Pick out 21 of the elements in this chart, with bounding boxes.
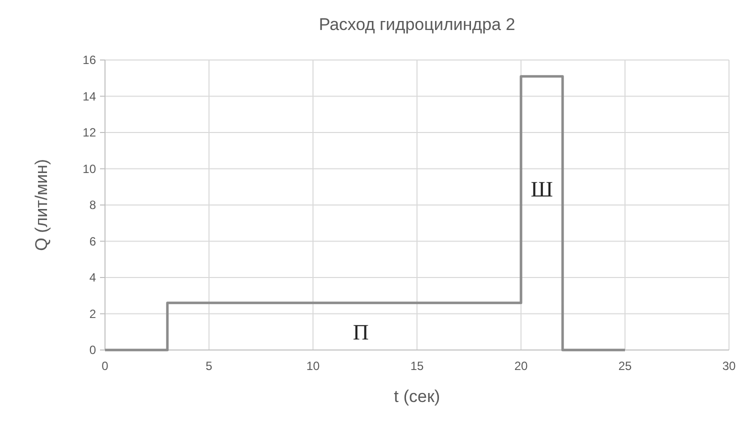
x-tick-label: 25 xyxy=(618,359,632,373)
annotation: П xyxy=(352,320,369,345)
y-tick-label: 0 xyxy=(89,343,96,358)
y-tick-label: 6 xyxy=(89,234,96,248)
x-tick-label: 15 xyxy=(410,359,424,373)
y-tick-label: 10 xyxy=(82,162,96,176)
y-axis-title: Q (лит/мин) xyxy=(32,159,51,251)
y-tick-label: 4 xyxy=(89,270,96,285)
y-tick-label: 12 xyxy=(82,126,96,140)
x-tick-label: 20 xyxy=(514,359,528,373)
y-tick-label: 16 xyxy=(82,53,96,68)
x-axis-title: t (сек) xyxy=(394,387,440,406)
x-tick-label: 30 xyxy=(722,359,736,373)
y-tick-label: 8 xyxy=(89,198,96,212)
annotation: Ш xyxy=(530,176,553,202)
x-tick-label: 0 xyxy=(102,359,109,373)
x-tick-label: 5 xyxy=(206,359,213,373)
y-tick-label: 2 xyxy=(89,306,96,321)
y-tick-label: 14 xyxy=(82,89,96,104)
chart-title: Расход гидроцилиндра 2 xyxy=(318,15,516,34)
x-tick-label: 10 xyxy=(306,359,320,373)
